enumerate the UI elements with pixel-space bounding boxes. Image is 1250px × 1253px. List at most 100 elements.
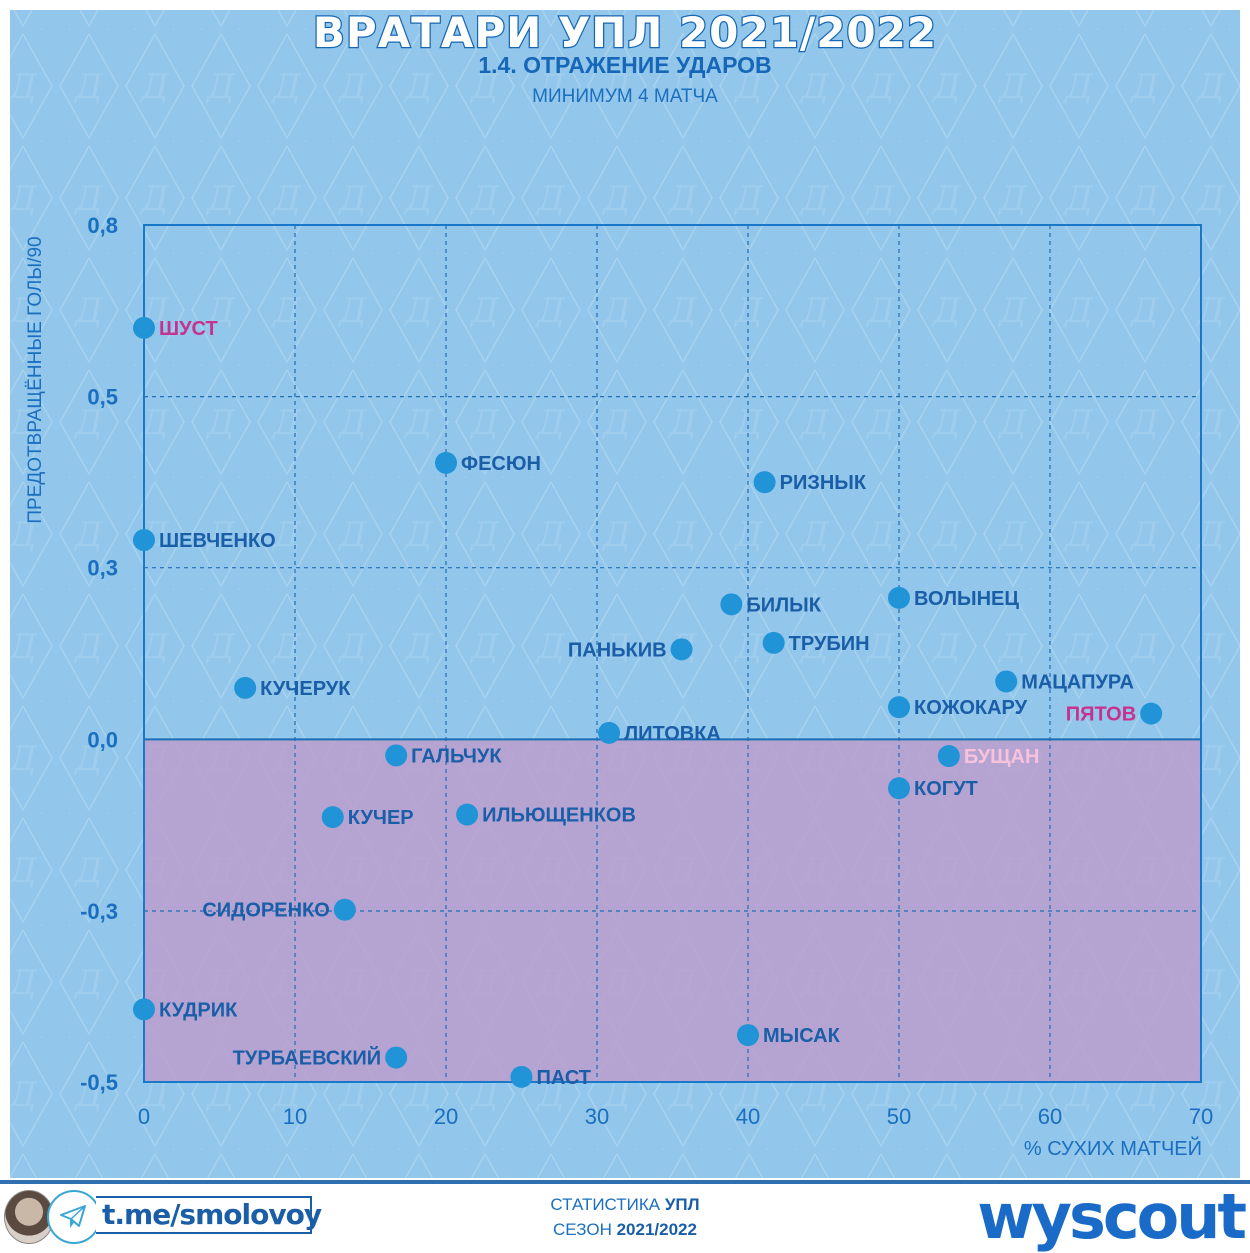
data-point-label: КОГУТ [914, 778, 978, 800]
data-point [737, 1024, 759, 1047]
x-tick-label: 50 [887, 1104, 911, 1129]
data-point-group: БУЩАН [937, 745, 1040, 768]
data-point-group: ШЕВЧЕНКО [133, 529, 276, 552]
data-point-label: ШЕВЧЕНКО [159, 530, 276, 552]
data-point-group: МАЦАПУРА [995, 670, 1134, 693]
data-point-label: ТРУБИН [789, 633, 870, 655]
telegram-icon[interactable] [47, 1190, 101, 1244]
data-point [133, 998, 155, 1021]
data-point [510, 1065, 533, 1088]
y-tick-label: 0,0 [87, 727, 118, 752]
chart-note: МИНИМУМ 4 МАТЧА [532, 86, 718, 107]
data-point-label: ПАСТ [537, 1067, 591, 1089]
data-point [753, 471, 776, 494]
wyscout-logo: wyscout [977, 1180, 1247, 1253]
main-title: ВРАТАРИ УПЛ 2021/2022 [312, 7, 938, 59]
data-point-group: ВОЛЫНЕЦ [888, 586, 1019, 610]
data-points: ШУСТ ФЕСЮН РИЗНЫК ШЕВЧЕНКО ВОЛЫНЕЦ БИЛЫК ТРУБИ… [133, 316, 1163, 1089]
stats-league: УПЛ [664, 1195, 700, 1214]
x-axis-ticks: 0 10 20 30 40 50 60 70 [138, 1104, 1213, 1129]
avatar-photo [4, 1190, 54, 1244]
data-point-group: ПАНЬКИВ [568, 638, 693, 661]
data-point [598, 721, 621, 744]
y-tick-label: -0,5 [80, 1070, 118, 1095]
data-point-group: ПЯТОВ [1066, 702, 1163, 726]
chart-subtitle: 1.4. ОТРАЖЕНИЕ УДАРОВ [478, 52, 772, 78]
data-point [385, 1046, 408, 1069]
data-point-label: ПЯТОВ [1066, 704, 1136, 726]
data-point-group: ТРУБИН [762, 631, 870, 655]
data-point-group: МЫСАК [737, 1024, 841, 1047]
data-point-label: ЛИТОВКА [624, 723, 721, 745]
y-tick-label: 0,8 [87, 213, 118, 238]
x-tick-label: 60 [1038, 1104, 1062, 1129]
data-point [456, 803, 479, 826]
data-point [321, 806, 344, 829]
data-point [888, 696, 910, 719]
data-point [937, 745, 960, 768]
data-point [670, 638, 693, 661]
data-point-label: ИЛЬЮЩЕНКОВ [482, 805, 636, 827]
footer-credits: СТАТИСТИКА УПЛ СЕЗОН 2021/2022 [500, 1192, 750, 1242]
stats-prefix: СТАТИСТИКА [550, 1195, 661, 1214]
season-value: 2021/2022 [616, 1220, 697, 1239]
data-point-label: КУЧЕР [348, 807, 414, 829]
data-point-label: МАЦАПУРА [1021, 671, 1134, 693]
y-tick-label: 0,3 [87, 556, 118, 581]
y-axis-label: ПРЕДОТВРАЩЁННЫЕ ГОЛЫ/90 [25, 236, 46, 524]
data-point-group: ИЛЬЮЩЕНКОВ [456, 803, 636, 827]
data-point-label: ПАНЬКИВ [568, 639, 667, 661]
data-point-label: ФЕСЮН [461, 453, 541, 475]
x-tick-label: 70 [1189, 1104, 1213, 1129]
x-tick-label: 20 [434, 1104, 458, 1129]
data-point [385, 744, 408, 767]
x-tick-label: 10 [283, 1104, 307, 1129]
data-point-group: КУЧЕРУК [234, 676, 351, 700]
data-point-group: ШУСТ [133, 316, 218, 340]
plot-frame [143, 224, 1202, 1083]
data-point-label: КУЧЕРУК [260, 678, 351, 700]
data-point-label: МЫСАК [763, 1025, 841, 1047]
data-point-group: БИЛЫК [720, 593, 822, 616]
footer-divider [0, 1180, 1250, 1184]
data-point [720, 593, 743, 616]
data-point-label: БУЩАН [964, 746, 1040, 768]
data-point-label: РИЗНЫК [780, 472, 867, 494]
data-point-group: ПАСТ [510, 1065, 591, 1089]
data-point-label: КОЖОКАРУ [914, 697, 1028, 719]
scatter-plot: 0,8 0,5 0,3 0,0 -0,3 -0,5 0 10 20 30 40 50 60 70 ШУС… [80, 213, 1213, 1129]
data-point [762, 631, 785, 654]
data-point [995, 670, 1018, 693]
x-tick-label: 0 [138, 1104, 150, 1129]
y-tick-label: 0,5 [87, 385, 118, 410]
data-point-group: КОЖОКАРУ [888, 696, 1028, 719]
data-point-group: КУДРИК [133, 998, 238, 1021]
x-tick-label: 40 [736, 1104, 760, 1129]
data-point [234, 676, 257, 699]
x-axis-label: % СУХИХ МАТЧЕЙ [1023, 1138, 1202, 1160]
data-point [888, 586, 910, 609]
stats-line: СТАТИСТИКА УПЛ [500, 1192, 750, 1217]
telegram-link[interactable]: t.me/smolovoy [96, 1196, 322, 1234]
data-point [133, 316, 155, 339]
data-point-group: ЛИТОВКА [598, 721, 721, 745]
data-point-group: СИДОРЕНКО [202, 898, 356, 922]
season-line: СЕЗОН 2021/2022 [500, 1217, 750, 1242]
season-prefix: СЕЗОН [553, 1220, 612, 1239]
data-point-label: СИДОРЕНКО [202, 900, 330, 922]
data-point-label: БИЛЫК [746, 594, 821, 616]
data-point-group: КУЧЕР [321, 806, 414, 829]
data-point [333, 898, 356, 921]
data-point [435, 451, 457, 474]
data-point-group: КОГУТ [888, 777, 978, 800]
grid-lines [144, 225, 1201, 1082]
data-point [133, 529, 155, 552]
data-point [888, 777, 910, 800]
x-tick-label: 30 [585, 1104, 609, 1129]
data-point-group: ФЕСЮН [435, 451, 541, 475]
data-point-group: РИЗНЫК [753, 471, 867, 494]
data-point-label: ГАЛЬЧУК [411, 745, 502, 767]
data-point-label: ВОЛЫНЕЦ [914, 588, 1019, 610]
y-tick-label: -0,3 [80, 899, 118, 924]
data-point-group: ГАЛЬЧУК [385, 744, 502, 767]
